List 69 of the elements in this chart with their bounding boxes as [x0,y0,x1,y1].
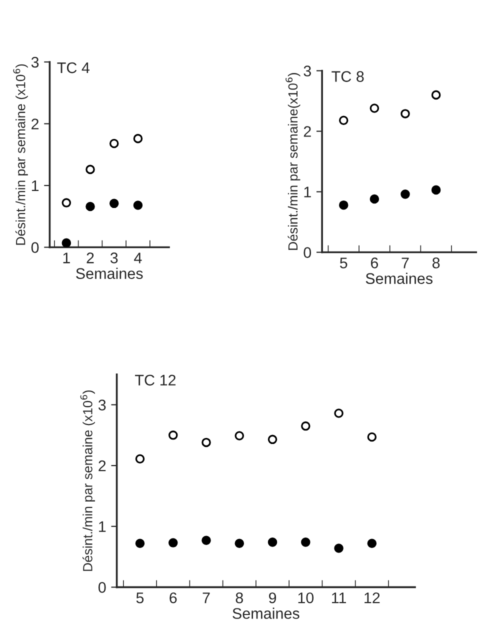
y-axis-title: Désint./min par semaine (x10$^{6}$) [80,390,95,571]
point [202,438,211,448]
point [400,109,410,118]
y-tick-label: 1 [304,186,311,198]
point [338,200,348,210]
x-tick-label: 7 [202,592,210,604]
point [62,198,72,208]
point [109,198,119,208]
y-axis-title: Désint./min par semaine (x10$^{6}$) [13,64,28,245]
point [86,202,95,212]
y-tick-label: 0 [98,582,106,593]
x-axis-title: Semaines [76,268,143,279]
x-tick-label: 8 [432,258,440,268]
point [202,536,211,545]
point [168,430,178,440]
point [301,538,310,547]
x-tick-label: 11 [332,592,346,604]
y-tick-label: 3 [304,66,311,76]
y-tick-label: 1 [32,180,39,192]
point [133,200,143,210]
x-tick-label: 6 [170,592,177,604]
y-tick-label: 0 [304,247,312,258]
y-tick-label: 2 [98,460,106,472]
point [168,538,178,548]
point [367,538,377,548]
x-tick-label: 9 [268,592,276,604]
x-axis-title: Semaines [366,272,433,284]
x-tick-label: 12 [364,592,380,604]
x-tick-label: 2 [86,252,94,264]
chart-title: TC 4 [57,62,90,74]
chart-title: TC 8 [332,71,364,82]
point [334,408,344,418]
x-tick-label: 4 [134,252,142,264]
x-tick-label: 1 [63,252,70,264]
point [301,421,310,431]
y-tick-label: 2 [32,118,39,130]
x-tick-label: 10 [298,592,314,604]
x-tick-label: 6 [370,258,378,268]
point [370,104,380,113]
point [135,538,145,548]
point [431,90,441,100]
point [62,238,72,248]
point [338,116,348,125]
point [431,185,441,195]
y-tick-label: 3 [31,56,39,68]
x-tick-label: 7 [402,258,409,268]
point [400,190,410,199]
y-tick-label: 0 [31,242,39,253]
point [367,432,377,442]
point [370,194,380,204]
x-tick-label: 5 [340,258,348,268]
point [234,538,244,548]
point [135,454,145,464]
chart-title: TC 12 [135,374,176,386]
x-tick-label: 5 [136,592,144,604]
point [234,431,244,440]
x-tick-label: 8 [236,592,243,604]
point [133,134,143,144]
y-axis-title: Désint./min par semaine(x10$^{6}$) [286,73,300,250]
x-axis-title: Semaines [232,608,300,619]
point [268,434,278,444]
point [268,538,278,547]
y-tick-label: 1 [99,521,106,532]
point [86,164,95,174]
point [109,138,119,148]
y-tick-label: 3 [98,400,106,410]
x-tick-label: 3 [110,252,118,264]
point [334,544,344,553]
y-tick-label: 2 [304,126,311,137]
